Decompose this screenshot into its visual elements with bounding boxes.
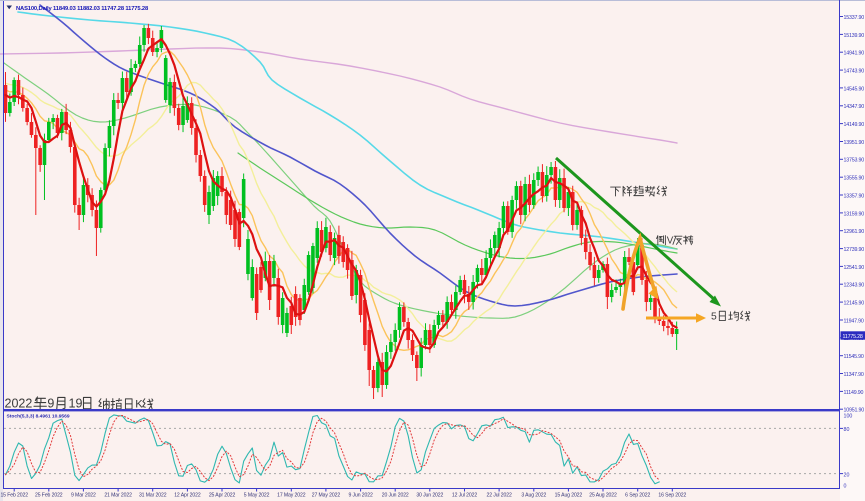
svg-text:6 Sep 2022: 6 Sep 2022 [625, 493, 650, 499]
svg-text:14941.90: 14941.90 [844, 51, 865, 57]
svg-text:14743.90: 14743.90 [844, 69, 865, 75]
svg-text:25 Aug 2022: 25 Aug 2022 [589, 493, 617, 499]
svg-text:14149.90: 14149.90 [844, 122, 865, 128]
svg-text:11149.90: 11149.90 [844, 390, 864, 396]
svg-text:11545.90: 11545.90 [844, 354, 864, 360]
svg-text:100: 100 [844, 414, 853, 420]
svg-text:12961.90: 12961.90 [844, 229, 865, 235]
svg-text:22 Jul 2022: 22 Jul 2022 [486, 493, 512, 499]
svg-text:14545.90: 14545.90 [844, 86, 865, 92]
svg-text:13753.90: 13753.90 [844, 158, 865, 164]
svg-text:20: 20 [844, 472, 850, 478]
svg-text:3 Aug 2022: 3 Aug 2022 [521, 493, 546, 499]
svg-text:11775.28: 11775.28 [843, 334, 863, 340]
svg-text:11947.90: 11947.90 [844, 318, 864, 324]
svg-text:5: 5 [711, 311, 717, 322]
svg-text:V: V [667, 235, 674, 246]
svg-text:16 Sep 2022: 16 Sep 2022 [658, 493, 686, 499]
svg-text:80: 80 [844, 427, 850, 433]
svg-text:9 Jun 2022: 9 Jun 2022 [348, 493, 372, 499]
svg-text:12 Apr 2022: 12 Apr 2022 [174, 493, 201, 499]
svg-text:30 Jun 2022: 30 Jun 2022 [416, 493, 443, 499]
svg-text:15337.90: 15337.90 [844, 15, 865, 21]
svg-text:27 May 2022: 27 May 2022 [312, 493, 341, 499]
svg-text:20 Jun 2022: 20 Jun 2022 [382, 493, 409, 499]
svg-text:0: 0 [844, 484, 847, 490]
svg-text:12 Jul 2022: 12 Jul 2022 [452, 493, 478, 499]
svg-text:19: 19 [69, 396, 83, 410]
svg-text:25 Feb 2022: 25 Feb 2022 [35, 493, 63, 499]
svg-text:10951.90: 10951.90 [844, 408, 865, 414]
svg-text:15139.90: 15139.90 [844, 33, 865, 39]
svg-text:12145.90: 12145.90 [844, 301, 865, 307]
svg-text:15 Aug 2022: 15 Aug 2022 [555, 493, 583, 499]
svg-text:NAS100,Daily 11849.03 11882.0: NAS100,Daily 11849.03 11882.03 11747.28 … [16, 6, 149, 12]
svg-text:2022: 2022 [5, 396, 33, 410]
svg-text:12541.90: 12541.90 [844, 265, 865, 271]
svg-text:13159.90: 13159.90 [844, 211, 865, 217]
svg-text:5 May 2022: 5 May 2022 [244, 493, 270, 499]
svg-text:21 Mar 2022: 21 Mar 2022 [104, 493, 132, 499]
svg-text:11347.90: 11347.90 [844, 372, 864, 378]
svg-text:17 May 2022: 17 May 2022 [277, 493, 306, 499]
svg-text:13357.90: 13357.90 [844, 193, 865, 199]
svg-text:12739.90: 12739.90 [844, 247, 865, 253]
svg-text:31 Mar 2022: 31 Mar 2022 [139, 493, 167, 499]
svg-text:13951.90: 13951.90 [844, 140, 865, 146]
svg-text:13555.90: 13555.90 [844, 176, 865, 182]
svg-text:14347.90: 14347.90 [844, 104, 865, 110]
svg-text:25 Apr 2022: 25 Apr 2022 [209, 493, 236, 499]
svg-text:9 Mar 2022: 9 Mar 2022 [71, 493, 96, 499]
svg-text:15 Feb 2022: 15 Feb 2022 [0, 493, 28, 499]
svg-text:K: K [135, 399, 143, 411]
svg-text:12343.90: 12343.90 [844, 283, 865, 289]
svg-text:Stoch(5,3,3) 8.4961 10.9569: Stoch(5,3,3) 8.4961 10.9569 [7, 414, 70, 420]
svg-text:9: 9 [47, 396, 54, 410]
